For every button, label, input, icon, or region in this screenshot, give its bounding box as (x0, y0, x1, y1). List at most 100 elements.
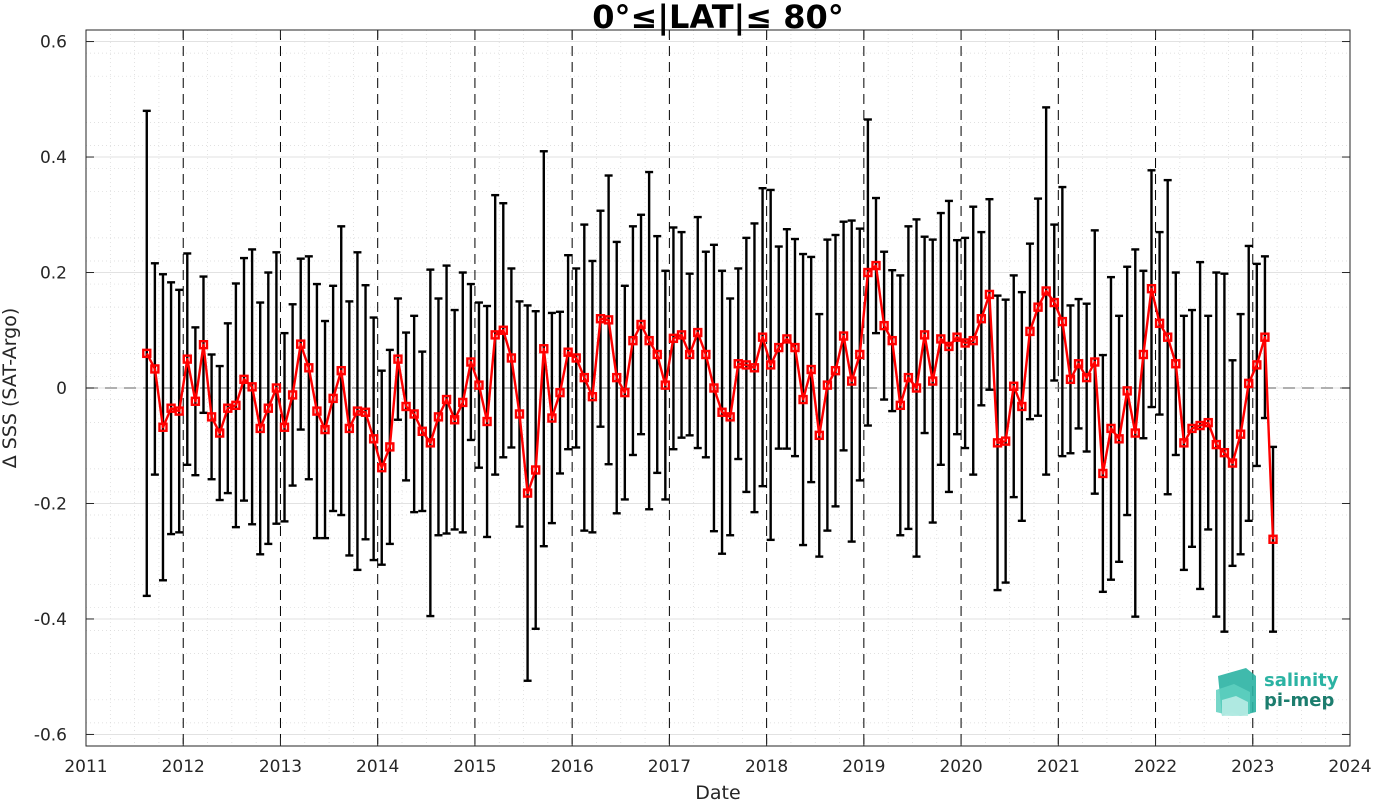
data-point-marker (1073, 359, 1084, 369)
x-tick-label: 2024 (1328, 757, 1371, 777)
data-point-marker (255, 423, 265, 434)
data-point-marker (1122, 386, 1132, 396)
data-point-marker (239, 374, 249, 385)
data-point-marker (385, 442, 395, 452)
data-point-marker (968, 335, 978, 346)
x-tick-label: 2023 (1231, 757, 1274, 777)
data-point-marker (393, 354, 403, 364)
data-point-marker (409, 409, 419, 419)
logo-text-line1: salinity (1264, 670, 1339, 691)
data-point-marker (522, 488, 533, 498)
data-point-marker (482, 416, 492, 427)
data-point-marker (1227, 458, 1238, 468)
data-point-marker (1130, 428, 1140, 438)
data-point-marker (976, 314, 987, 324)
data-point-marker (279, 422, 290, 432)
data-point-marker (636, 319, 646, 330)
data-point-marker (530, 465, 541, 475)
data-point-marker (458, 397, 468, 408)
x-tick-label: 2019 (842, 757, 885, 777)
data-point-marker (344, 423, 355, 434)
x-tick-label: 2022 (1134, 757, 1177, 777)
data-point-marker (587, 391, 598, 402)
data-point-marker (1252, 360, 1262, 370)
data-point-marker (360, 407, 371, 417)
data-point-marker (846, 376, 857, 386)
data-point-marker (506, 353, 517, 363)
y-tick-label: -0.2 (34, 494, 67, 514)
data-point-marker (612, 372, 622, 383)
data-point-marker (1081, 372, 1092, 383)
data-point-marker (425, 438, 436, 448)
data-point-marker (1049, 297, 1059, 308)
data-point-marker (1171, 359, 1181, 369)
data-point-marker (433, 412, 444, 422)
data-point-marker (887, 335, 897, 346)
data-point-marker (514, 409, 525, 419)
x-tick-label: 2017 (648, 757, 691, 777)
data-point-marker (928, 376, 938, 386)
data-point-marker (563, 347, 573, 357)
data-point-marker (1244, 378, 1254, 389)
data-point-marker (936, 334, 946, 344)
y-tick-label: 0 (56, 379, 67, 399)
data-point-marker (725, 412, 735, 422)
data-point-marker (652, 349, 662, 360)
data-point-marker (336, 365, 346, 376)
data-point-marker (1106, 423, 1116, 434)
data-point-marker (944, 341, 954, 352)
data-point-marker (774, 342, 784, 353)
data-point-marker (863, 267, 873, 278)
data-point-marker (328, 393, 338, 404)
data-point-marker (401, 401, 411, 412)
data-point-marker (142, 348, 152, 359)
data-point-marker (287, 390, 298, 400)
x-tick-label: 2014 (356, 757, 399, 777)
x-tick-label: 2013 (259, 757, 302, 777)
data-point-marker (1041, 286, 1051, 296)
x-tick-label: 2012 (162, 757, 205, 777)
data-point-marker (368, 434, 379, 444)
logo-waves-icon (1216, 668, 1256, 716)
data-point-marker (749, 363, 760, 373)
data-point-marker (984, 289, 995, 300)
data-point-marker (214, 428, 225, 438)
data-point-marker (466, 357, 476, 367)
data-point-marker (271, 383, 282, 393)
y-tick-label: -0.4 (34, 610, 67, 630)
data-point-marker (798, 394, 808, 405)
data-point-marker (571, 353, 581, 363)
data-point-marker (952, 332, 962, 342)
data-point-marker (620, 387, 630, 398)
data-point-marker (296, 339, 306, 349)
x-tick-label: 2018 (745, 757, 788, 777)
data-point-marker (312, 406, 322, 416)
logo-text-line2: pi-mep (1264, 690, 1334, 711)
data-point-marker (579, 372, 590, 383)
data-point-marker (1000, 436, 1011, 446)
data-point-marker (1154, 318, 1165, 329)
y-tick-label: 0.2 (40, 264, 67, 284)
data-point-marker (628, 335, 638, 346)
data-point-marker (441, 394, 452, 405)
data-point-marker (765, 360, 776, 370)
data-point-marker (474, 380, 484, 390)
data-point-marker (206, 412, 217, 422)
markers (142, 260, 1278, 544)
data-point-marker (1114, 434, 1124, 444)
data-point-marker (660, 380, 671, 390)
data-point-marker (1268, 534, 1278, 544)
salinity-pi-mep-logo: salinity pi-mep (1216, 668, 1339, 716)
data-point-marker (304, 363, 314, 373)
data-point-marker (855, 349, 865, 360)
data-point-marker (709, 383, 719, 393)
data-point-marker (903, 372, 914, 383)
data-point-marker (158, 422, 168, 432)
data-point-marker (919, 330, 930, 340)
data-point-marker (1057, 316, 1068, 327)
y-axis-label: Δ SSS (SAT-Argo) (0, 308, 21, 468)
data-point-marker (1065, 374, 1076, 385)
data-point-marker (1025, 326, 1035, 337)
